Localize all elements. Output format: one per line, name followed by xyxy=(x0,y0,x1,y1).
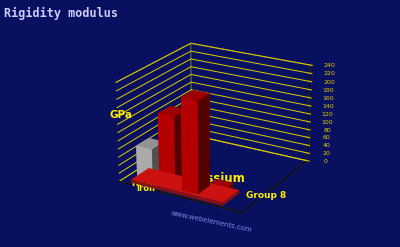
Text: www.webelements.com: www.webelements.com xyxy=(171,210,253,233)
Text: Rigidity modulus: Rigidity modulus xyxy=(4,7,118,20)
